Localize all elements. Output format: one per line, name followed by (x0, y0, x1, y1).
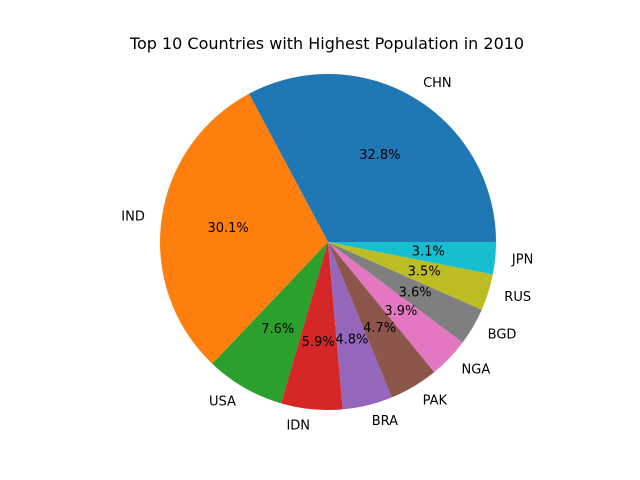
slice-label-bra: BRA (372, 414, 398, 429)
pie-slices (160, 74, 496, 410)
slice-label-ind: IND (121, 210, 145, 225)
pct-label-nga: 3.9% (384, 304, 417, 319)
pct-label-rus: 3.5% (408, 265, 441, 280)
pct-label-ind: 30.1% (207, 221, 248, 236)
pie-slice-idn (281, 242, 343, 410)
pie-slice-bra (328, 242, 392, 410)
pie-labels: 32.8% CHN 30.1% IND 7.6% USA 5.9% IDN 4.8% BRA 4.7… (121, 76, 533, 433)
slice-label-chn: CHN (423, 76, 452, 91)
pct-label-bgd: 3.6% (399, 285, 432, 300)
pct-label-pak: 4.7% (363, 321, 396, 336)
slice-label-usa: USA (209, 395, 236, 410)
chart-title: Top 10 Countries with Highest Population… (129, 34, 524, 53)
pie-slice-pak (328, 242, 435, 398)
pct-label-bra: 4.8% (335, 332, 368, 347)
slice-label-jpn: JPN (511, 252, 533, 267)
pct-label-idn: 5.9% (302, 335, 335, 350)
pct-label-chn: 32.8% (359, 148, 400, 163)
pie-slice-jpn (328, 242, 496, 275)
pie-slice-usa (212, 242, 328, 404)
pie-slice-nga (328, 242, 463, 373)
slice-label-bgd: BGD (488, 328, 517, 343)
pie-slice-chn (248, 74, 496, 242)
pie-slice-rus (328, 242, 493, 310)
slice-label-rus: RUS (504, 290, 531, 305)
pct-label-usa: 7.6% (261, 322, 294, 337)
pie-slice-ind (160, 93, 328, 364)
pct-label-jpn: 3.1% (412, 244, 445, 259)
pie-slice-bgd (328, 242, 482, 343)
slice-label-idn: IDN (286, 418, 310, 433)
slice-label-pak: PAK (423, 393, 448, 408)
slice-label-nga: NGA (462, 362, 491, 377)
